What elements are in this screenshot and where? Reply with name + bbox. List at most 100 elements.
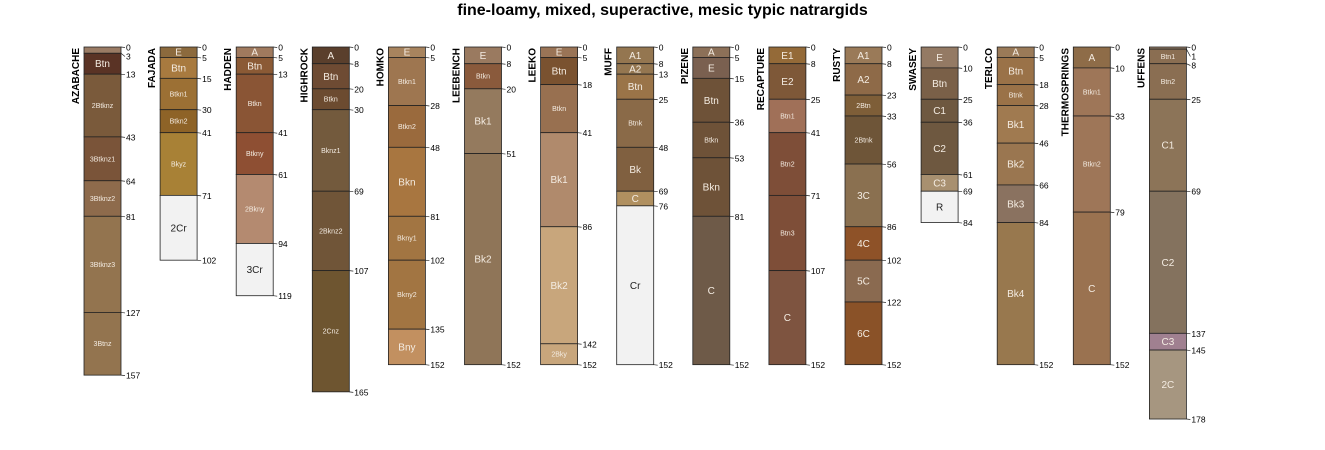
horizon-label: Bk4 [1007, 289, 1025, 300]
depth-tick [1110, 364, 1115, 366]
depth-tick [1186, 190, 1191, 193]
horizon-3cr [235, 243, 274, 297]
horizon-btn1 [768, 98, 807, 134]
profile-homko: HOMKO E Btkn1 Btkn2 Bkn Bkny1 Bkny2 Bny 05 28 48 81… [375, 43, 444, 371]
horizon-3btknz1 [83, 136, 122, 182]
depth-label: 15 [202, 74, 212, 84]
depth-label: 8 [659, 59, 664, 69]
horizon-label: Btkn [552, 106, 566, 113]
depth-label: 64 [126, 176, 136, 186]
profile-pizene: PIZENE AE Btn Btkn Bkn C 05 15 36 53 81 152 [680, 43, 749, 371]
depth-tick [1186, 48, 1191, 57]
horizon-label: C [632, 194, 639, 205]
depth-label: 1 [1191, 52, 1196, 62]
depth-tick [805, 46, 810, 48]
horizon-label: 2Btknz [92, 103, 114, 110]
horizon-label: 2Btnk [855, 137, 873, 144]
horizon-btn [920, 67, 959, 100]
profile-leebench: LEEBENCH E Btkn Bk1 Bk2 0 8 20 51 152 [452, 43, 521, 371]
horizon-label: C3 [1162, 337, 1175, 348]
horizon-bk1 [464, 88, 502, 154]
horizon-btkn2 [387, 105, 426, 148]
profile-name: LEEKO [528, 48, 539, 83]
depth-label: 41 [278, 128, 288, 138]
depth-label: 20 [354, 84, 364, 94]
depth-label: 71 [202, 191, 212, 201]
depth-label: 127 [126, 308, 140, 318]
depth-tick [1186, 46, 1191, 48]
depth-tick [805, 270, 810, 272]
horizon-btkn1 [387, 57, 426, 106]
horizon-btn [996, 57, 1035, 86]
depth-label: 8 [507, 59, 512, 69]
depth-label: 84 [1039, 218, 1049, 228]
depth-label: 0 [202, 43, 207, 53]
depth-label: 28 [430, 101, 440, 111]
horizon-label: Btn2 [1161, 79, 1176, 86]
profile-name: LEEBENCH [452, 48, 463, 103]
depth-label: 25 [659, 95, 669, 105]
depth-tick [881, 364, 887, 366]
horizon-label: A [1088, 53, 1095, 64]
depth-tick [120, 215, 126, 218]
horizon-bkny1 [387, 215, 426, 261]
profile-name: RUSTY [832, 48, 843, 82]
profile-name: AZABACHE [71, 48, 82, 104]
depth-label: 152 [1115, 360, 1129, 370]
horizon-2cnz [311, 270, 350, 393]
depth-tick [805, 132, 810, 134]
depth-tick [958, 98, 963, 101]
horizon-label: Btnk [628, 121, 643, 128]
depth-label: 43 [126, 132, 136, 142]
depth-label: 135 [430, 325, 444, 335]
depth-tick [577, 84, 582, 86]
depth-tick [425, 46, 430, 48]
depth-label: 0 [278, 43, 283, 53]
depth-label: 0 [126, 43, 131, 53]
depth-tick [197, 132, 202, 134]
horizon-label: C2 [933, 144, 946, 155]
horizon-label: 3C [857, 191, 870, 202]
depth-label: 137 [1191, 329, 1205, 339]
horizon-2btnk [844, 115, 883, 165]
depth-tick [729, 364, 734, 366]
horizon-label: 2Cnz [323, 329, 340, 336]
horizon-label: C3 [933, 178, 946, 189]
depth-label: 25 [811, 95, 821, 105]
horizon-label: Btn [1008, 67, 1023, 78]
depth-tick [120, 180, 126, 182]
horizon-label: Bny [398, 342, 415, 353]
horizon-label: Bk3 [1007, 199, 1025, 210]
horizon-label: E [708, 63, 715, 74]
depth-tick [120, 374, 126, 376]
horizon-label: Bk1 [474, 117, 492, 128]
horizon-btkn1 [1072, 67, 1111, 117]
depth-tick [120, 73, 126, 76]
depth-tick [197, 109, 202, 111]
depth-label: 53 [735, 153, 745, 163]
depth-tick [1186, 332, 1191, 335]
depth-tick [577, 364, 582, 366]
depth-label: 5 [1039, 53, 1044, 63]
depth-label: 152 [659, 360, 673, 370]
depth-tick [653, 205, 658, 207]
depth-tick [425, 215, 430, 218]
depth-tick [273, 174, 278, 176]
profile-name: RECAPTURE [756, 48, 767, 111]
profile-thermosprings: THERMOSPRINGS A Btkn1 Btkn2 C 0 10 33 79 152 [1060, 43, 1129, 371]
depth-label: 30 [354, 105, 364, 115]
depth-label: 41 [202, 128, 212, 138]
depth-tick [881, 63, 887, 65]
horizon-label: C1 [933, 106, 946, 117]
depth-tick [1186, 63, 1191, 66]
depth-label: 8 [887, 59, 892, 69]
depth-label: 8 [354, 59, 359, 69]
horizon-label: Bkn [398, 177, 415, 188]
horizon-label: 2Btn [856, 103, 871, 110]
depth-tick [349, 46, 354, 48]
horizon-label: Btn [552, 67, 567, 78]
depth-tick [501, 63, 506, 65]
depth-label: 76 [659, 201, 669, 211]
depth-label: 0 [354, 43, 359, 53]
depth-tick [1034, 184, 1039, 186]
